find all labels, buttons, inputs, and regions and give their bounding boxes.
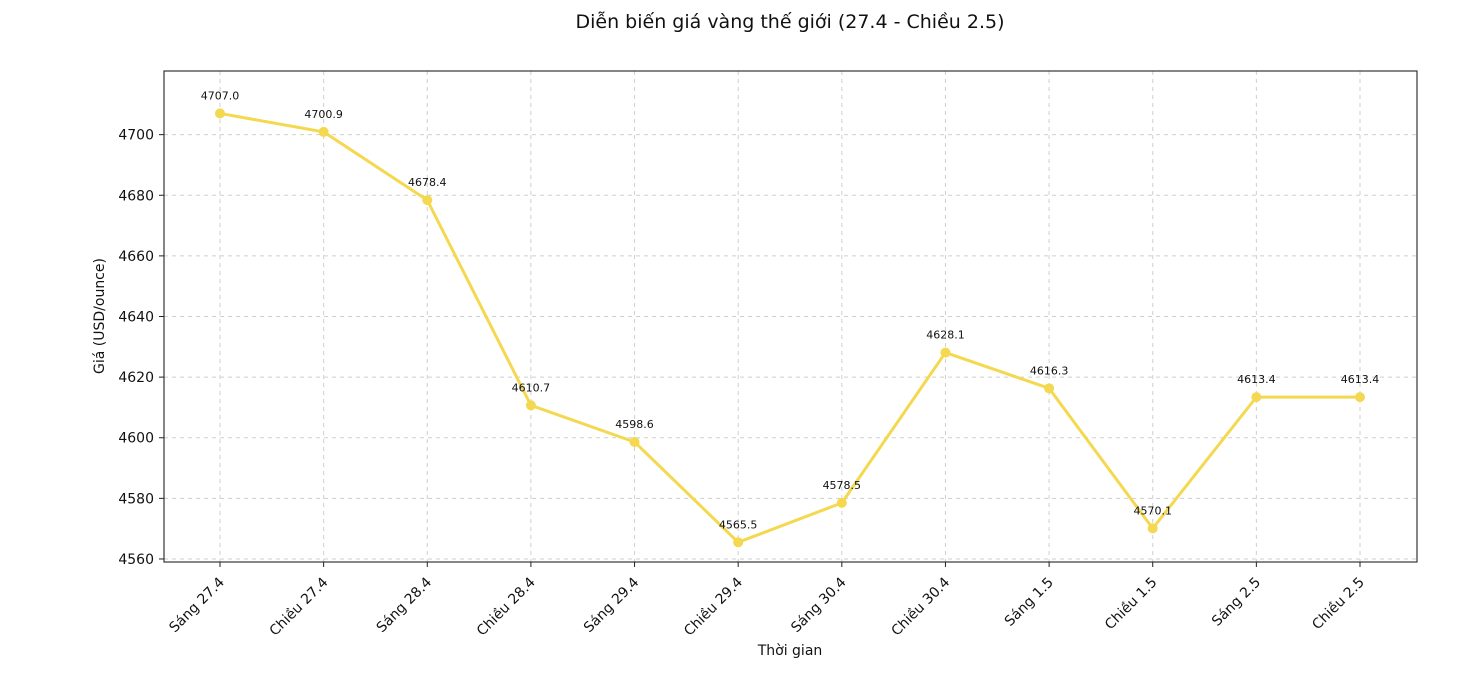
data-point	[215, 108, 225, 119]
data-label: 4616.3	[1030, 364, 1069, 377]
grid-layer	[164, 71, 1417, 562]
data-point	[1251, 392, 1262, 403]
y-tick-label: 4560	[118, 552, 154, 568]
data-point	[733, 537, 744, 548]
x-axis-title: Thời gian	[757, 643, 823, 659]
data-point	[318, 126, 329, 137]
y-tick-label: 4600	[118, 431, 154, 447]
y-tick-label: 4640	[118, 310, 154, 326]
data-point	[1355, 392, 1365, 403]
data-labels: 4707.0 4700.9 4678.4 4610.7 4598.6 4565.5 4578…	[201, 89, 1380, 531]
data-label: 4570.1	[1133, 504, 1172, 517]
data-point	[940, 347, 951, 358]
data-label: 4578.5	[823, 479, 862, 492]
data-label: 4613.4	[1341, 373, 1380, 386]
y-axis-title: Giá (USD/ounce)	[92, 258, 108, 374]
data-point	[422, 195, 433, 206]
data-label: 4598.6	[615, 418, 654, 431]
y-tick-label: 4660	[118, 249, 154, 265]
y-tick-label: 4700	[118, 128, 154, 144]
y-tick-label: 4580	[118, 491, 154, 507]
data-label: 4610.7	[512, 381, 551, 394]
data-label: 4700.9	[304, 108, 343, 121]
series-layer	[215, 108, 1365, 548]
plot-border	[163, 70, 1418, 563]
data-label: 4628.1	[926, 329, 965, 342]
data-label: 4565.5	[719, 518, 758, 531]
data-point	[629, 436, 640, 447]
data-point	[525, 400, 536, 411]
chart-title: Diễn biến giá vàng thế giới (27.4 - Chiề…	[576, 10, 1005, 33]
y-axis-ticks: 4560 4580 4600 4620 4640 4660 4680 4700	[118, 128, 164, 568]
data-label: 4678.4	[408, 176, 447, 189]
data-label: 4613.4	[1237, 373, 1276, 386]
y-tick-label: 4680	[118, 188, 154, 204]
data-label: 4707.0	[201, 89, 240, 102]
price-series-line	[218, 111, 1362, 544]
data-point	[1044, 383, 1055, 394]
data-point	[836, 497, 847, 508]
y-tick-label: 4620	[118, 370, 154, 386]
data-point	[1147, 523, 1158, 534]
